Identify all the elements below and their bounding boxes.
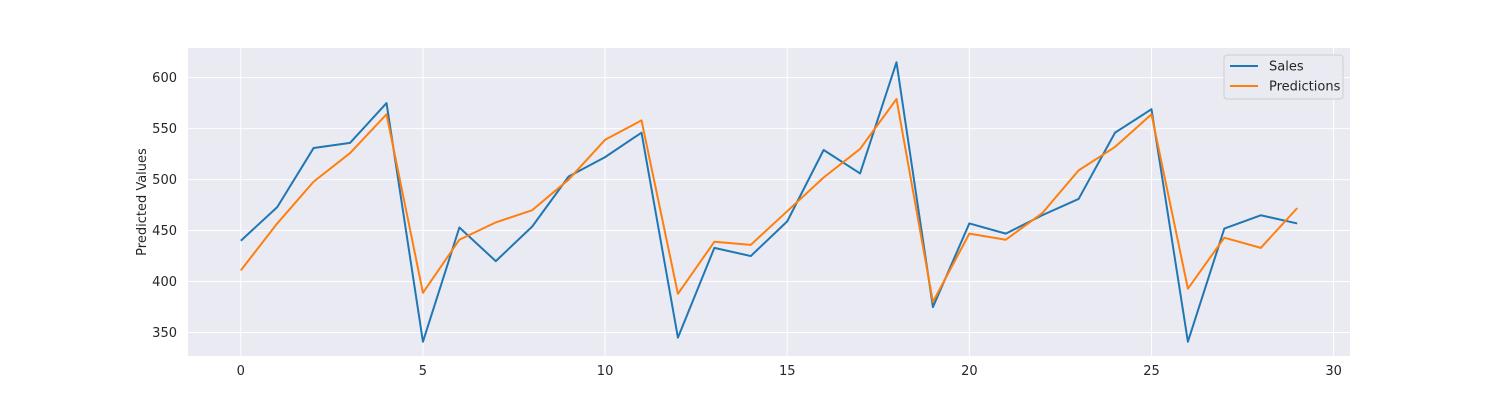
x-axis: 0 5 10 15 20 25 30	[237, 364, 1342, 379]
y-axis: 350 400 450 500 550 600	[152, 71, 177, 341]
series-layer	[240, 61, 1298, 343]
y-tick-label: 550	[152, 122, 177, 137]
grid-lines	[188, 48, 1350, 356]
x-tick-label: 30	[1325, 364, 1342, 379]
y-axis-label: Predicted Values	[135, 148, 150, 256]
y-tick-label: 400	[152, 275, 177, 290]
plot-area	[188, 48, 1350, 356]
x-tick-label: 15	[779, 364, 796, 379]
legend-label-predictions: Predictions	[1269, 80, 1341, 95]
y-tick-label: 350	[152, 326, 177, 341]
y-tick-label: 500	[152, 173, 177, 188]
x-tick-label: 5	[419, 364, 427, 379]
x-tick-label: 25	[1143, 364, 1160, 379]
x-tick-label: 20	[961, 364, 978, 379]
x-tick-label: 0	[237, 364, 245, 379]
series-line-sales	[240, 61, 1298, 343]
y-tick-label: 600	[152, 71, 177, 86]
series-line-predictions	[240, 97, 1298, 303]
y-tick-label: 450	[152, 224, 177, 239]
legend: Sales Predictions	[1223, 54, 1344, 100]
x-tick-label: 10	[597, 364, 614, 379]
legend-label-sales: Sales	[1269, 60, 1304, 75]
